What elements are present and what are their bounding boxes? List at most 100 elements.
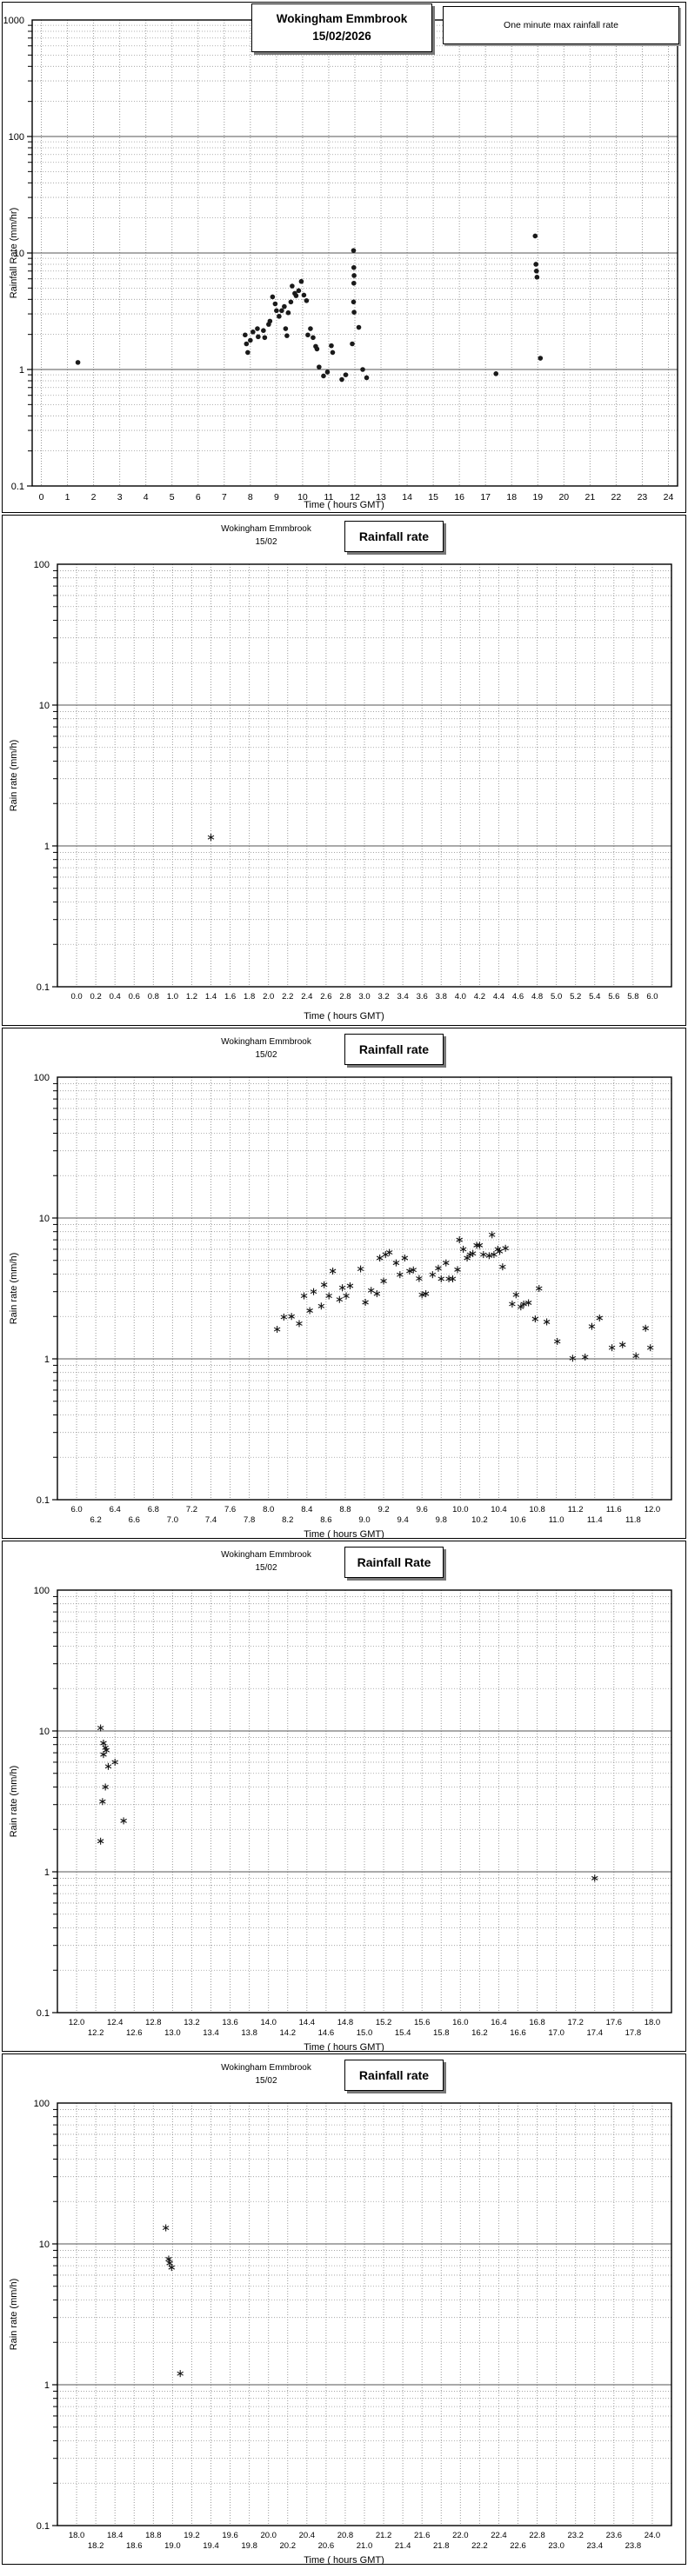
chart-date: 15/02 — [255, 537, 277, 547]
svg-text:15: 15 — [428, 492, 438, 503]
svg-text:12.6: 12.6 — [126, 2028, 143, 2038]
y-axis-label: Rainfall Rate (mm/hr) — [9, 207, 19, 299]
svg-text:3: 3 — [117, 492, 123, 503]
svg-text:2.0: 2.0 — [263, 992, 274, 1002]
svg-text:0.1: 0.1 — [37, 1495, 50, 1506]
svg-text:16.0: 16.0 — [452, 2018, 469, 2027]
svg-text:18.8: 18.8 — [145, 2531, 162, 2540]
svg-text:7.0: 7.0 — [167, 1515, 178, 1525]
svg-text:0.2: 0.2 — [90, 992, 102, 1002]
chart-title: Rainfall rate — [358, 529, 430, 543]
svg-text:7.6: 7.6 — [224, 1505, 236, 1514]
station-name: Wokingham Emmbrook — [221, 1550, 311, 1560]
chart-panel-06-12: 100 10 1 0.1 6.0 6.2 6.4 6.6 6.8 7.0 7.2 7.4 7.6 7.8 8… — [2, 1028, 686, 1539]
svg-text:7.2: 7.2 — [186, 1505, 197, 1514]
plot-svg-4: 1001010.118.018.218.418.618.819.019.219.… — [34, 2099, 672, 2551]
svg-text:9.4: 9.4 — [397, 1515, 409, 1525]
svg-text:18.6: 18.6 — [126, 2541, 143, 2551]
svg-text:14: 14 — [402, 492, 412, 503]
svg-text:0: 0 — [39, 492, 44, 503]
svg-text:14.2: 14.2 — [280, 2028, 297, 2038]
svg-text:10.6: 10.6 — [510, 1515, 526, 1525]
svg-text:0.1: 0.1 — [11, 482, 24, 492]
svg-text:21.6: 21.6 — [414, 2531, 431, 2540]
svg-text:12.4: 12.4 — [107, 2018, 124, 2027]
svg-text:13.6: 13.6 — [222, 2018, 238, 2027]
svg-text:1: 1 — [44, 1355, 50, 1365]
svg-text:0.8: 0.8 — [148, 992, 159, 1002]
svg-text:100: 100 — [34, 1073, 50, 1083]
svg-text:23.4: 23.4 — [587, 2541, 604, 2551]
svg-text:2.4: 2.4 — [301, 992, 312, 1002]
svg-text:6.0: 6.0 — [70, 1505, 82, 1514]
svg-text:1: 1 — [19, 365, 24, 376]
svg-text:17.6: 17.6 — [606, 2018, 623, 2027]
svg-text:19.8: 19.8 — [241, 2541, 257, 2551]
svg-text:11: 11 — [324, 492, 334, 503]
x-axis-label: Time ( hours GMT) — [304, 2555, 384, 2565]
svg-text:10.2: 10.2 — [471, 1515, 488, 1525]
svg-text:8.4: 8.4 — [301, 1505, 312, 1514]
svg-text:2.2: 2.2 — [282, 992, 293, 1002]
station-name: Wokingham Emmbrook — [221, 524, 311, 534]
svg-text:15.8: 15.8 — [433, 2028, 450, 2038]
chart-title-box: Rainfall rate — [344, 2060, 444, 2091]
svg-text:8.0: 8.0 — [263, 1505, 274, 1514]
svg-text:3.8: 3.8 — [436, 992, 447, 1002]
plot-svg-3: 1001010.112.012.212.412.612.813.013.213.… — [34, 1586, 672, 2038]
svg-text:21.2: 21.2 — [376, 2531, 392, 2540]
svg-text:21.8: 21.8 — [433, 2541, 450, 2551]
svg-text:1.6: 1.6 — [224, 992, 236, 1002]
svg-text:23.2: 23.2 — [567, 2531, 584, 2540]
svg-text:22.4: 22.4 — [491, 2531, 507, 2540]
svg-text:4.2: 4.2 — [474, 992, 485, 1002]
svg-text:12.8: 12.8 — [145, 2018, 162, 2027]
svg-text:18.0: 18.0 — [645, 2018, 661, 2027]
station-header: Wokingham Emmbrook 15/02 — [57, 1548, 475, 1574]
svg-text:8.6: 8.6 — [320, 1515, 331, 1525]
svg-text:9.8: 9.8 — [436, 1515, 447, 1525]
svg-text:19.2: 19.2 — [184, 2531, 200, 2540]
svg-text:0.1: 0.1 — [37, 2008, 50, 2019]
svg-text:0.6: 0.6 — [129, 992, 140, 1002]
svg-text:23.0: 23.0 — [548, 2541, 564, 2551]
chart-title: Rainfall rate — [358, 1042, 430, 1056]
svg-text:18.2: 18.2 — [88, 2541, 104, 2551]
station-header: Wokingham Emmbrook 15/02 — [57, 2061, 475, 2087]
svg-text:22: 22 — [611, 492, 622, 503]
svg-text:4.4: 4.4 — [493, 992, 504, 1002]
svg-text:19.0: 19.0 — [164, 2541, 181, 2551]
svg-text:4.8: 4.8 — [531, 992, 543, 1002]
svg-text:100: 100 — [34, 1586, 50, 1596]
chart-title-box: Rainfall Rate — [344, 1547, 444, 1578]
svg-text:24: 24 — [664, 492, 674, 503]
svg-text:20.6: 20.6 — [318, 2541, 335, 2551]
svg-text:19.6: 19.6 — [222, 2531, 238, 2540]
svg-text:22.0: 22.0 — [452, 2531, 469, 2540]
svg-text:20.2: 20.2 — [280, 2541, 297, 2551]
x-axis-label: Time ( hours GMT) — [304, 1011, 384, 1022]
chart-title-box: Rainfall rate — [344, 1034, 444, 1065]
svg-text:10: 10 — [297, 492, 308, 503]
svg-text:3.4: 3.4 — [397, 992, 409, 1002]
svg-text:14.0: 14.0 — [260, 2018, 277, 2027]
chart-date: 15/02 — [255, 1563, 277, 1573]
svg-text:23.6: 23.6 — [606, 2531, 623, 2540]
station-name: Wokingham Emmbrook — [276, 12, 408, 25]
svg-text:16.8: 16.8 — [529, 2018, 545, 2027]
svg-text:9.6: 9.6 — [417, 1505, 428, 1514]
chart-date: 15/02 — [255, 2076, 277, 2086]
svg-text:21.0: 21.0 — [357, 2541, 373, 2551]
svg-text:22.6: 22.6 — [510, 2541, 526, 2551]
svg-text:17.8: 17.8 — [625, 2028, 642, 2038]
svg-text:3.6: 3.6 — [417, 992, 428, 1002]
svg-text:10: 10 — [39, 1214, 50, 1224]
y-axis-label: Rain rate (mm/h) — [9, 739, 19, 812]
svg-text:2.8: 2.8 — [339, 992, 351, 1002]
svg-text:15.6: 15.6 — [414, 2018, 431, 2027]
svg-text:0.4: 0.4 — [110, 992, 121, 1002]
plot-svg-1: 100 10 1 0.1 0.0 0.2 0.4 0.6 0.8 1.0 1.2 1.4 1.6 1.8 2… — [34, 560, 672, 1002]
svg-text:9.2: 9.2 — [377, 1505, 389, 1514]
svg-text:7.8: 7.8 — [244, 1515, 255, 1525]
